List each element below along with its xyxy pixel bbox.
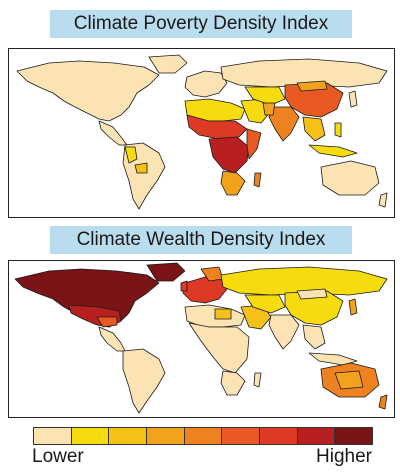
region-japan (348, 298, 358, 316)
region-central-america (98, 120, 128, 146)
legend-swatch (34, 428, 72, 444)
region-central-africa (188, 322, 250, 374)
region-andes (124, 146, 138, 164)
region-se-asia (302, 116, 326, 142)
region-india (268, 314, 300, 350)
legend-swatch (71, 428, 110, 444)
legend-swatch (297, 428, 336, 444)
region-uk (180, 280, 188, 292)
region-russia (220, 58, 388, 88)
region-australia (320, 160, 380, 196)
region-europe (184, 70, 228, 98)
region-north-america (16, 60, 160, 122)
region-greenland (146, 262, 186, 282)
region-australia-interior (334, 370, 364, 390)
region-se-asia (302, 324, 326, 350)
region-pakistan (262, 102, 276, 116)
region-new-zealand (378, 394, 388, 410)
region-southern-africa (220, 370, 246, 396)
region-southern-africa (220, 170, 246, 196)
region-central-asia (244, 294, 286, 314)
legend-swatch (184, 428, 223, 444)
color-scale-legend (33, 427, 373, 445)
legend-low-label: Lower (32, 446, 84, 467)
legend-swatch (109, 428, 148, 444)
wealth-map-title: Climate Wealth Density Index (50, 226, 352, 254)
region-mongolia (296, 80, 328, 92)
legend-high-label: Higher (316, 446, 372, 467)
region-bolivia (134, 162, 148, 174)
region-east-africa (246, 128, 262, 160)
poverty-map-title: Climate Poverty Density Index (50, 10, 352, 38)
legend-swatch (222, 428, 261, 444)
region-central-africa (208, 136, 250, 174)
region-philippines (334, 122, 342, 138)
region-china (284, 82, 344, 118)
region-libya (214, 308, 232, 320)
region-mongolia (296, 288, 328, 300)
region-russia (220, 266, 388, 296)
region-europe (182, 276, 228, 304)
legend-swatch (260, 428, 298, 444)
region-central-america (98, 326, 126, 352)
region-japan (348, 90, 358, 108)
wealth-map (8, 260, 395, 418)
region-usa-south (96, 316, 118, 328)
poverty-map (8, 48, 395, 218)
region-madagascar (253, 372, 262, 388)
region-indonesia (308, 144, 358, 158)
region-greenland (148, 54, 188, 74)
region-madagascar (253, 172, 262, 188)
region-central-asia (244, 86, 286, 106)
region-new-zealand (378, 192, 388, 208)
legend-swatch (335, 428, 373, 444)
region-china (284, 290, 344, 326)
region-sahel (186, 114, 248, 140)
region-south-america (122, 348, 166, 414)
region-india (268, 106, 300, 142)
legend-swatch (147, 428, 185, 444)
